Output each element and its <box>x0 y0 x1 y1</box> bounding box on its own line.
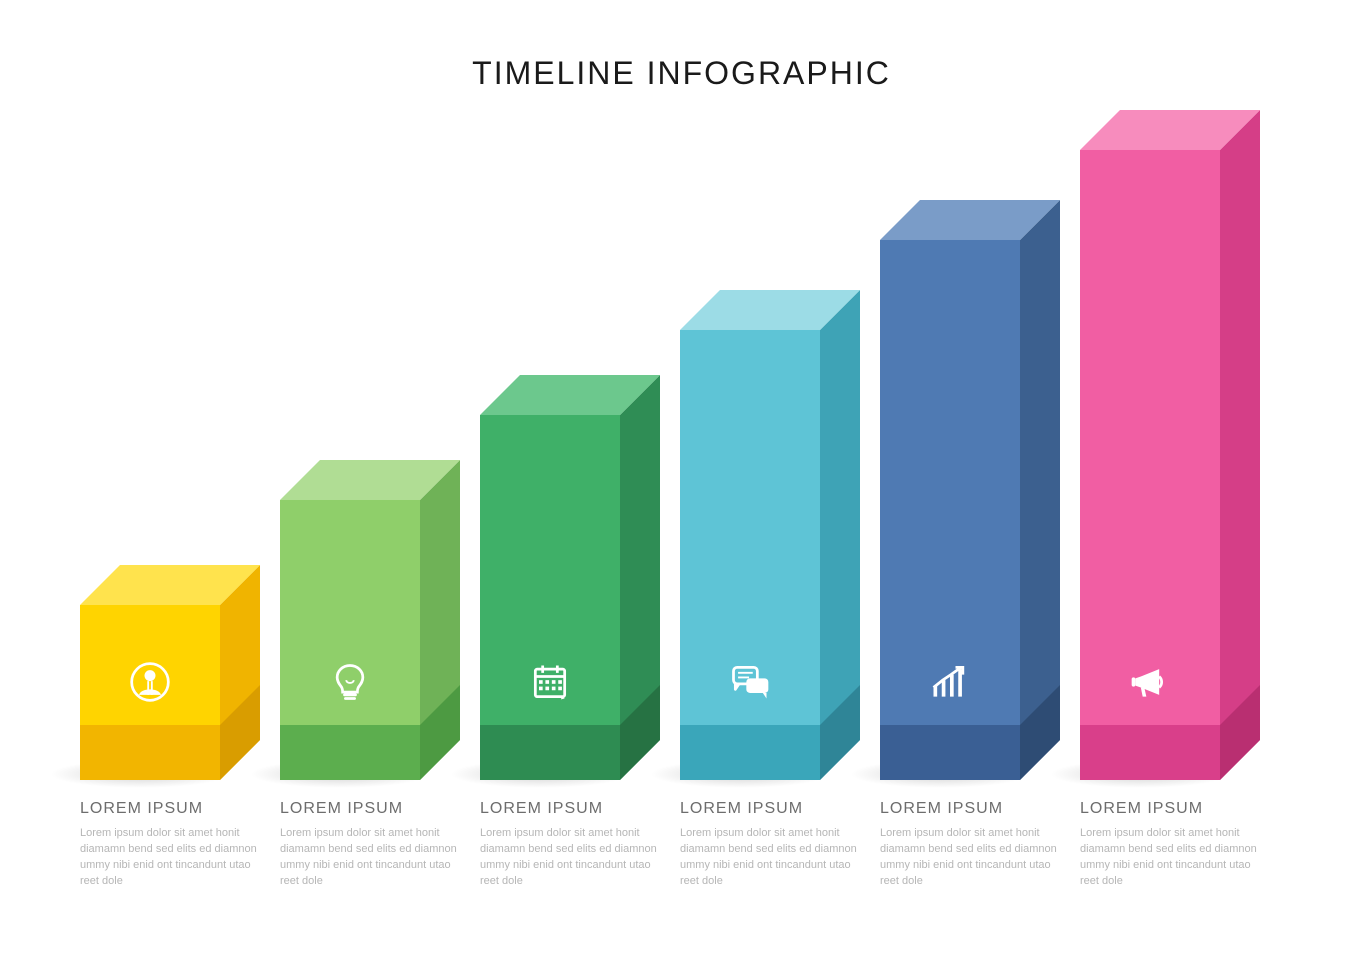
caption-title: LOREM IPSUM <box>80 800 260 818</box>
caption-title: LOREM IPSUM <box>1080 800 1260 818</box>
caption-title: LOREM IPSUM <box>480 800 660 818</box>
caption-4: LOREM IPSUM Lorem ipsum dolor sit amet ho… <box>680 800 860 890</box>
caption-body: Lorem ipsum dolor sit amet honit diamamn… <box>880 826 1060 890</box>
caption-2: LOREM IPSUM Lorem ipsum dolor sit amet ho… <box>280 800 460 890</box>
calendar-icon <box>527 659 573 705</box>
caption-1: LOREM IPSUM Lorem ipsum dolor sit amet ho… <box>80 800 260 890</box>
user-icon <box>127 659 173 705</box>
bar-2 <box>280 500 420 780</box>
caption-body: Lorem ipsum dolor sit amet honit diamamn… <box>80 826 260 890</box>
bar-6 <box>1080 150 1220 780</box>
caption-title: LOREM IPSUM <box>280 800 460 818</box>
page-title: TIMELINE INFOGRAPHIC <box>0 55 1363 92</box>
chat-icon <box>727 659 773 705</box>
bar-4 <box>680 330 820 780</box>
caption-body: Lorem ipsum dolor sit amet honit diamamn… <box>1080 826 1260 890</box>
caption-title: LOREM IPSUM <box>880 800 1060 818</box>
caption-title: LOREM IPSUM <box>680 800 860 818</box>
caption-body: Lorem ipsum dolor sit amet honit diamamn… <box>680 826 860 890</box>
caption-5: LOREM IPSUM Lorem ipsum dolor sit amet ho… <box>880 800 1060 890</box>
timeline-bar-chart <box>80 130 1280 780</box>
bulb-icon <box>327 659 373 705</box>
bar-3 <box>480 415 620 780</box>
caption-body: Lorem ipsum dolor sit amet honit diamamn… <box>480 826 660 890</box>
chart-icon <box>927 659 973 705</box>
bar-1 <box>80 605 220 780</box>
megaphone-icon <box>1127 659 1173 705</box>
caption-3: LOREM IPSUM Lorem ipsum dolor sit amet ho… <box>480 800 660 890</box>
caption-body: Lorem ipsum dolor sit amet honit diamamn… <box>280 826 460 890</box>
caption-row: LOREM IPSUM Lorem ipsum dolor sit amet ho… <box>80 800 1280 940</box>
bar-5 <box>880 240 1020 780</box>
caption-6: LOREM IPSUM Lorem ipsum dolor sit amet ho… <box>1080 800 1260 890</box>
